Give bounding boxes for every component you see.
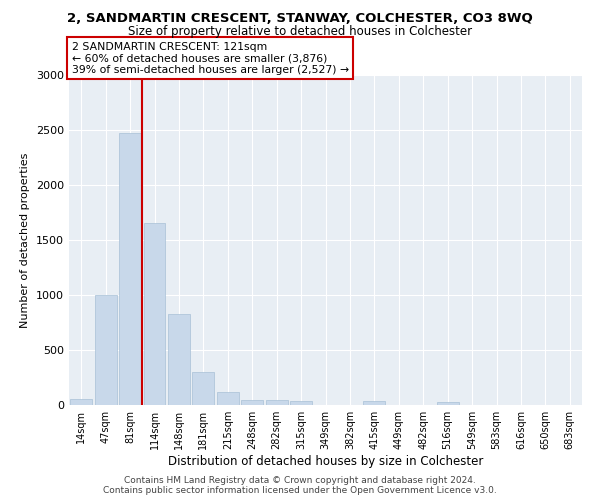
Bar (119, 134, 141, 405)
Bar (364, 401, 385, 405)
Y-axis label: Number of detached properties: Number of detached properties (20, 152, 31, 328)
Text: Contains HM Land Registry data © Crown copyright and database right 2024.
Contai: Contains HM Land Registry data © Crown c… (103, 476, 497, 495)
X-axis label: Distribution of detached houses by size in Colchester: Distribution of detached houses by size … (168, 455, 483, 468)
Text: 2, SANDMARTIN CRESCENT, STANWAY, COLCHESTER, CO3 8WQ: 2, SANDMARTIN CRESCENT, STANWAY, COLCHES… (67, 12, 533, 26)
Bar (143, 224, 166, 405)
Text: Size of property relative to detached houses in Colchester: Size of property relative to detached ho… (128, 25, 472, 38)
Bar (95, 295, 116, 405)
Bar (266, 400, 287, 405)
Bar (70, 399, 92, 405)
Text: 2 SANDMARTIN CRESCENT: 121sqm
← 60% of detached houses are smaller (3,876)
39% o: 2 SANDMARTIN CRESCENT: 121sqm ← 60% of d… (71, 42, 349, 75)
Bar (168, 314, 190, 405)
Bar (193, 372, 214, 405)
Bar (217, 392, 239, 405)
Bar (437, 402, 458, 405)
Bar (241, 400, 263, 405)
Bar (290, 401, 312, 405)
